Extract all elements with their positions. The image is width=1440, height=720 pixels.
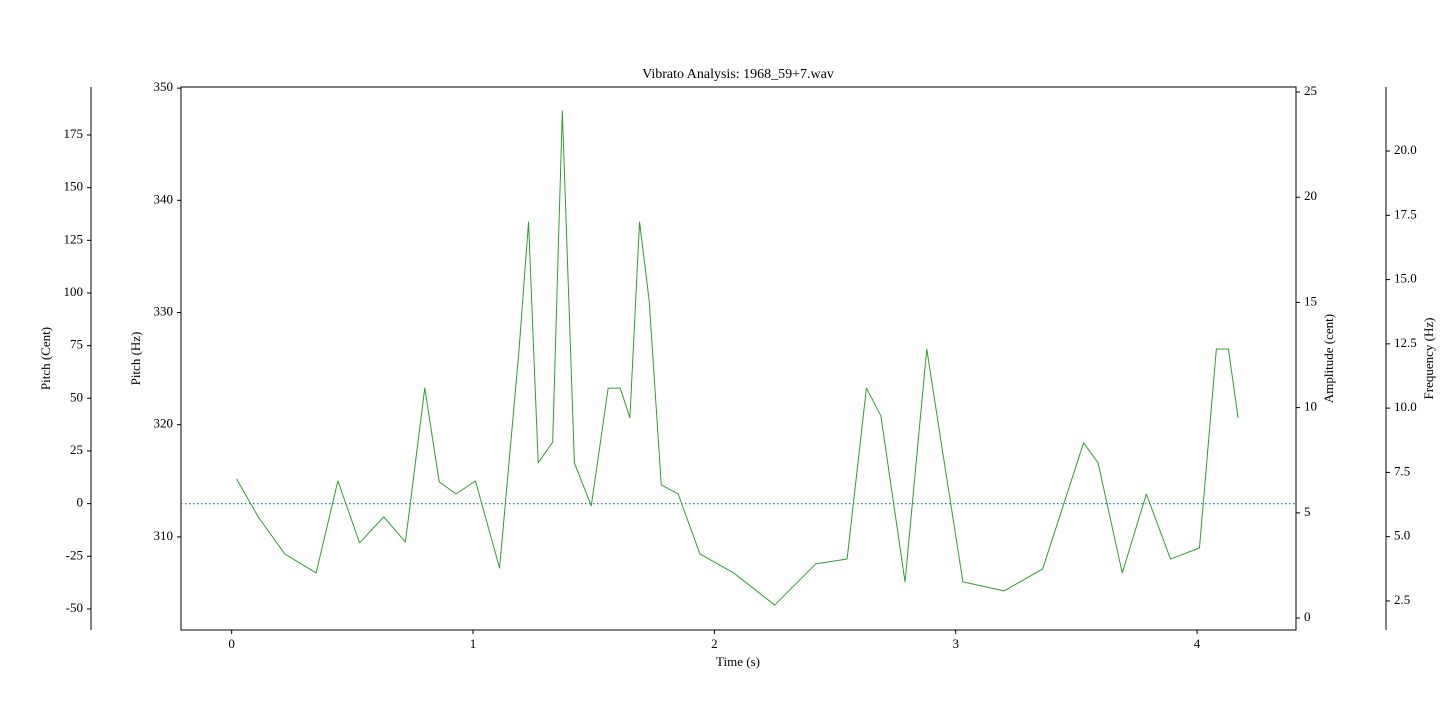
series-line [236, 110, 1239, 606]
x-tick-label: 3 [952, 636, 959, 651]
y-tick-label: 50 [70, 389, 83, 404]
y-tick-label: 0 [1304, 609, 1311, 624]
x-axis-label: Time (s) [716, 654, 760, 669]
y-tick-label: 10.0 [1394, 399, 1417, 414]
y-tick-label: 5.0 [1394, 528, 1410, 543]
y-tick-label: 25 [1304, 83, 1317, 98]
y-tick-label: 340 [154, 191, 174, 206]
y-tick-label: 7.5 [1394, 463, 1410, 478]
y-tick-label: 20 [1304, 188, 1317, 203]
y-axis-label: Frequency (Hz) [1421, 318, 1436, 400]
y-axis-label: Pitch (Hz) [128, 332, 143, 386]
y-tick-label: 5 [1304, 504, 1311, 519]
y-tick-label: 100 [64, 284, 84, 299]
y-tick-label: 350 [154, 79, 174, 94]
x-tick-label: 2 [711, 636, 718, 651]
y-tick-label: 75 [70, 337, 83, 352]
x-tick-label: 0 [228, 636, 235, 651]
y-tick-label: 10 [1304, 399, 1317, 414]
y-tick-label: 150 [64, 179, 84, 194]
y-axis-label: Amplitude (cent) [1321, 314, 1336, 403]
y-tick-label: 17.5 [1394, 206, 1417, 221]
y-tick-label: 25 [70, 442, 83, 457]
y-tick-label: 12.5 [1394, 335, 1417, 350]
y-tick-label: 15 [1304, 293, 1317, 308]
y-axis-label: Pitch (Cent) [38, 327, 53, 390]
y-tick-label: 175 [64, 126, 84, 141]
y-tick-label: 20.0 [1394, 142, 1417, 157]
chart-title: Vibrato Analysis: 1968_59+7.wav [642, 67, 834, 82]
x-tick-label: 4 [1194, 636, 1201, 651]
y-tick-label: 0 [77, 495, 84, 510]
x-tick-label: 1 [470, 636, 477, 651]
y-tick-label: -50 [66, 600, 83, 615]
y-tick-label: 15.0 [1394, 271, 1417, 286]
y-tick-label: 330 [154, 303, 174, 318]
y-tick-label: -25 [66, 547, 83, 562]
y-tick-label: 125 [64, 231, 84, 246]
y-tick-label: 310 [154, 528, 174, 543]
y-tick-label: 320 [154, 416, 174, 431]
y-tick-label: 2.5 [1394, 592, 1410, 607]
plot-frame [180, 86, 1297, 631]
